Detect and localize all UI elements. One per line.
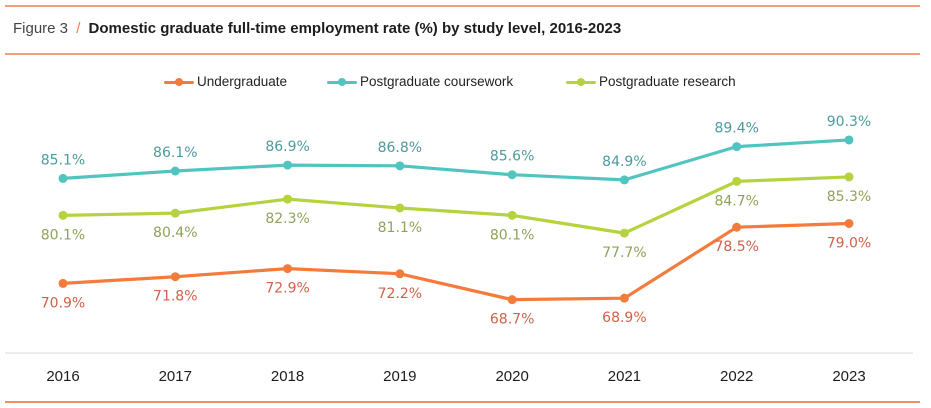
- x-tick-label: 2019: [383, 368, 416, 385]
- data-point: [844, 135, 854, 145]
- legend-label: Undergraduate: [197, 74, 288, 89]
- data-point: [58, 278, 68, 288]
- chart-title: Domestic graduate full-time employment r…: [88, 20, 622, 37]
- series-layer: 70.9% 71.8% 72.9% 72.2% 68.7% 68.9% 78.5% 79.0%…: [41, 114, 871, 328]
- data-point: [170, 166, 180, 176]
- data-label: 71.8%: [153, 289, 197, 305]
- data-label: 85.3%: [827, 189, 871, 205]
- figure-title: Figure 3 / Domestic graduate full-time e…: [13, 20, 621, 37]
- data-label: 78.5%: [714, 239, 758, 255]
- data-point: [283, 160, 293, 170]
- legend-label: Postgraduate coursework: [360, 74, 514, 89]
- title-separator: /: [76, 20, 81, 37]
- data-point: [395, 203, 405, 213]
- data-label: 79.0%: [827, 236, 871, 252]
- data-point: [619, 293, 629, 303]
- data-point: [732, 176, 742, 186]
- legend-swatch-postgraduate-research: [566, 76, 596, 88]
- legend-label: Postgraduate research: [599, 74, 736, 89]
- data-label: 80.1%: [490, 227, 534, 243]
- data-label: 80.1%: [41, 227, 85, 243]
- data-label: 68.9%: [602, 310, 646, 326]
- data-point: [732, 142, 742, 152]
- data-point: [507, 210, 517, 220]
- data-point: [395, 269, 405, 279]
- data-point: [395, 161, 405, 171]
- x-tick-label: 2023: [832, 368, 865, 385]
- x-tick-label: 2022: [720, 368, 753, 385]
- data-label: 80.4%: [153, 225, 197, 241]
- series-line: [62, 175, 850, 235]
- data-label: 85.1%: [41, 152, 85, 168]
- data-label: 82.3%: [265, 211, 309, 227]
- data-label: 84.9%: [602, 154, 646, 170]
- data-label: 86.9%: [265, 139, 309, 155]
- x-tick-label: 2017: [159, 368, 192, 385]
- legend-swatch-undergraduate: [164, 76, 194, 88]
- legend-item-postgraduate-research: Postgraduate research: [566, 74, 736, 89]
- top-rule: [5, 5, 920, 7]
- title-rule: [5, 53, 920, 55]
- data-point: [732, 222, 742, 232]
- legend-swatch-postgraduate-coursework: [327, 76, 357, 88]
- data-point: [170, 272, 180, 282]
- data-label: 89.4%: [714, 121, 758, 137]
- data-label: 86.8%: [378, 140, 422, 156]
- data-label: 86.1%: [153, 145, 197, 161]
- x-tick-labels: 2016 2017 2018 2019 2020 2021 2022 2023: [46, 368, 865, 385]
- legend-item-postgraduate-coursework: Postgraduate coursework: [327, 74, 513, 89]
- series-undergraduate: 70.9% 71.8% 72.9% 72.2% 68.7% 68.9% 78.5% 79.0%: [41, 219, 871, 328]
- data-point: [844, 219, 854, 228]
- series-line: [62, 221, 850, 302]
- data-label: 90.3%: [827, 114, 871, 130]
- data-point: [58, 210, 68, 220]
- legend: Undergraduate Postgraduate coursework Po…: [0, 74, 931, 94]
- data-label: 81.1%: [378, 220, 422, 236]
- x-tick-label: 2016: [46, 368, 79, 385]
- bottom-rule: [5, 401, 920, 403]
- data-point: [507, 295, 517, 305]
- series-line: [62, 138, 850, 182]
- data-point: [619, 175, 629, 185]
- data-label: 77.7%: [602, 245, 646, 261]
- data-point: [170, 208, 180, 218]
- data-label: 84.7%: [714, 193, 758, 209]
- data-label: 70.9%: [41, 295, 85, 311]
- series-postgraduate-coursework: 85.1% 86.1% 86.9% 86.8% 85.6% 84.9% 89.4% 90.3%: [41, 114, 871, 185]
- data-point: [283, 264, 293, 274]
- x-tick-label: 2021: [608, 368, 641, 385]
- data-label: 85.6%: [490, 149, 534, 165]
- x-tick-label: 2020: [495, 368, 528, 385]
- figure-number: Figure 3: [13, 20, 69, 37]
- data-label: 68.7%: [490, 312, 534, 328]
- data-label: 72.9%: [265, 281, 309, 297]
- data-point: [844, 172, 854, 182]
- legend-item-undergraduate: Undergraduate: [164, 74, 287, 89]
- series-postgraduate-research: 80.1% 80.4% 82.3% 81.1% 80.1% 77.7% 84.7% 85.3%: [41, 172, 871, 261]
- data-point: [58, 173, 68, 183]
- data-point: [507, 170, 517, 180]
- data-point: [619, 228, 629, 238]
- x-tick-label: 2018: [271, 368, 304, 385]
- data-point: [283, 194, 293, 204]
- data-label: 72.2%: [378, 286, 422, 302]
